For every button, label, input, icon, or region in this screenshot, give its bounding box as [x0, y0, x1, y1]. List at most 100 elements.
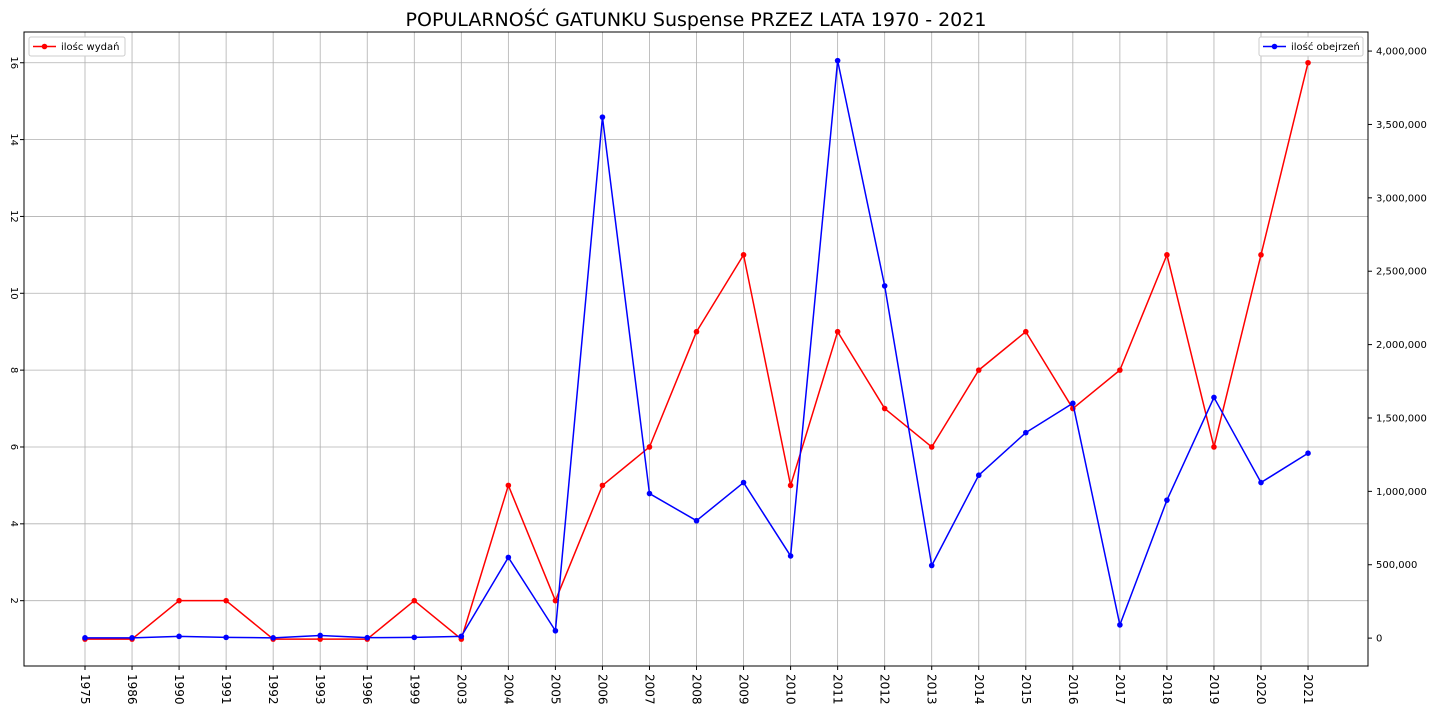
- x-tick-label: 2021: [1301, 674, 1315, 705]
- left-tick-label: 14: [8, 133, 19, 146]
- left-y-axis: 2 4 6 8 10 12 14 16: [8, 56, 24, 604]
- x-tick-label: 1990: [172, 674, 186, 705]
- series-0-point: [599, 482, 606, 489]
- series-1-point: [82, 635, 88, 641]
- x-tick-label: 2004: [501, 674, 515, 705]
- x-tick-label: 1992: [266, 674, 280, 705]
- series-1-point: [975, 472, 982, 479]
- series-1-point: [1023, 429, 1029, 436]
- left-tick-label: 16: [8, 56, 19, 69]
- x-tick-label: 2011: [831, 674, 845, 705]
- series-0-point: [787, 482, 794, 489]
- left-tick-label: 4: [8, 521, 19, 527]
- chart-title: POPULARNOŚĆ GATUNKU Suspense PRZEZ LATA …: [406, 7, 987, 31]
- x-tick-label: 1993: [313, 674, 327, 705]
- x-tick-label: 2009: [737, 674, 751, 705]
- x-tick-label: 2006: [595, 674, 609, 705]
- x-axis: 1975 1986 1990 1991 1992 1993 1996 1999 2003 2004…: [78, 666, 1315, 705]
- x-tick-label: 2015: [1019, 674, 1033, 705]
- series-0-point: [740, 252, 747, 258]
- right-tick-label: 3,000,000: [1376, 193, 1427, 204]
- series-1-point: [646, 490, 653, 497]
- series-1-point: [787, 553, 794, 559]
- series-1-point: [928, 562, 935, 569]
- left-tick-label: 6: [8, 444, 19, 450]
- series-1-point: [505, 554, 512, 561]
- series-1-point: [740, 479, 747, 486]
- x-tick-label: 2008: [690, 674, 704, 705]
- series-1-point: [1070, 400, 1076, 407]
- series-layer: [82, 57, 1311, 642]
- series-0-point: [552, 597, 559, 604]
- series-0-point: [176, 597, 182, 604]
- series-1-point: [364, 634, 371, 641]
- series-1-point: [834, 57, 841, 64]
- series-0-point: [834, 328, 841, 335]
- x-tick-label: 2016: [1066, 674, 1080, 705]
- x-tick-label: 2013: [925, 674, 939, 705]
- right-tick-label: 2,500,000: [1376, 267, 1427, 278]
- right-tick-label: 1,500,000: [1376, 413, 1427, 424]
- legend-right: ilość obejrzeń: [1258, 36, 1364, 57]
- legend-right-label: ilość obejrzeń: [1291, 41, 1360, 53]
- right-tick-label: 4,000,000: [1376, 47, 1427, 58]
- series-0-point: [1211, 444, 1217, 450]
- x-tick-label: 2007: [642, 674, 656, 705]
- series-1-point: [1258, 479, 1264, 486]
- series-0-point: [881, 405, 888, 412]
- left-tick-label: 12: [8, 210, 19, 223]
- legend-left-label: ilośc wydań: [61, 41, 119, 53]
- left-tick-label: 2: [8, 597, 19, 603]
- x-tick-label: 2003: [454, 674, 468, 705]
- x-tick-label: 2017: [1113, 674, 1127, 705]
- plot-frame: [23, 31, 1369, 667]
- legend-right-box: [1258, 36, 1364, 57]
- series-0-point: [693, 328, 700, 335]
- legend-right-marker: [1271, 43, 1278, 50]
- right-tick-label: 2,000,000: [1376, 340, 1427, 351]
- series-1-point: [552, 627, 559, 634]
- right-tick-label: 0: [1376, 634, 1382, 645]
- series-0-point: [646, 444, 653, 450]
- x-tick-label: 2018: [1160, 674, 1174, 705]
- series-0-point: [1258, 252, 1264, 258]
- series-1-point: [176, 633, 182, 640]
- left-tick-label: 8: [8, 367, 19, 373]
- series-0-point: [1305, 59, 1311, 66]
- grid: [24, 32, 1368, 666]
- x-tick-label: 1991: [219, 674, 233, 705]
- legend-left: ilośc wydań: [28, 36, 126, 57]
- x-tick-label: 2012: [878, 674, 892, 705]
- series-0-point: [411, 597, 418, 604]
- series-0-point: [928, 444, 935, 450]
- series-0-point: [223, 597, 229, 604]
- right-y-axis: 0 500,000 1,000,000 1,500,000 2,000,000 2,500…: [1368, 47, 1427, 645]
- series-1-point: [317, 632, 324, 639]
- series-0-point: [1164, 252, 1170, 258]
- x-tick-label: 2019: [1207, 674, 1221, 705]
- legend-left-marker: [41, 43, 48, 50]
- right-tick-label: 500,000: [1376, 560, 1417, 571]
- x-tick-label: 1986: [125, 674, 139, 705]
- series-1-point: [1164, 497, 1170, 503]
- series-1-point: [1305, 450, 1311, 456]
- series-1-point: [693, 517, 700, 524]
- series-1-point: [1117, 622, 1123, 628]
- series-1-point: [458, 633, 465, 640]
- series-1-point: [411, 634, 418, 641]
- series-0-point: [1023, 328, 1029, 335]
- x-tick-label: 1975: [78, 674, 92, 705]
- series-1-point: [1211, 394, 1217, 401]
- series-1-point: [599, 114, 606, 120]
- left-tick-label: 10: [8, 287, 19, 300]
- x-tick-label: 2020: [1254, 674, 1268, 705]
- series-1-point: [129, 635, 135, 641]
- series-1-point: [223, 634, 229, 641]
- x-tick-label: 2010: [784, 674, 798, 705]
- series-1-point: [270, 635, 276, 641]
- series-0-point: [505, 482, 512, 489]
- x-tick-label: 2005: [548, 674, 562, 705]
- x-tick-label: 2014: [972, 674, 986, 705]
- right-tick-label: 3,500,000: [1376, 120, 1427, 131]
